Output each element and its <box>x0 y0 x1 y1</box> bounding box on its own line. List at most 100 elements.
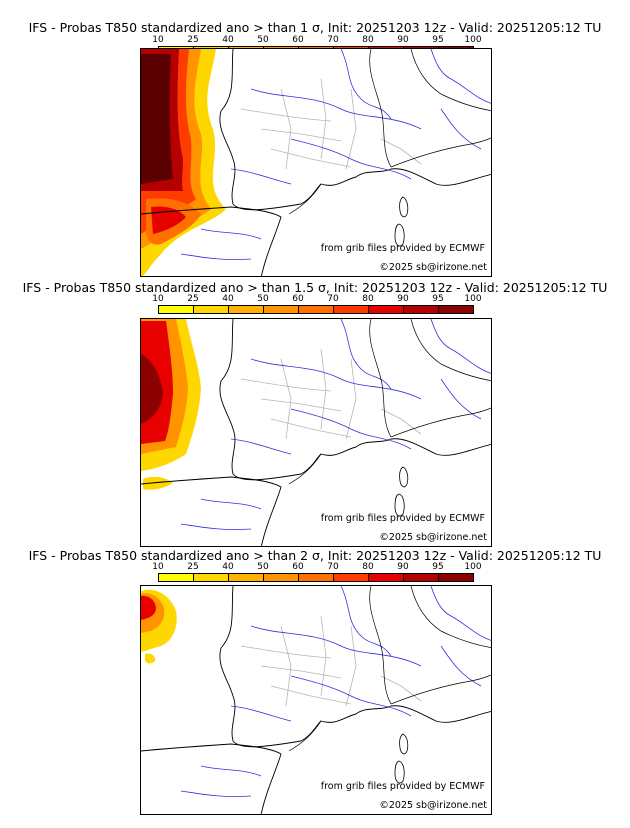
scale-swatch <box>194 306 229 313</box>
country-border <box>288 720 322 752</box>
regional-boundary <box>345 625 357 707</box>
corsica-outline <box>399 196 409 218</box>
scale-tick-label: 95 <box>432 294 444 304</box>
scale-tick-label: 90 <box>397 294 409 304</box>
credit-copyright: ©2025 sb@irizone.net <box>379 262 487 273</box>
river-line <box>180 790 252 797</box>
regional-boundary <box>270 418 352 438</box>
scale-tick-label: 80 <box>362 294 374 304</box>
scale-tick-label: 40 <box>222 562 234 572</box>
sardinia-outline <box>394 493 405 517</box>
scale-tick-label: 10 <box>152 294 164 304</box>
river-line <box>440 645 482 687</box>
country-border <box>390 407 491 438</box>
country-border <box>288 183 322 215</box>
river-line <box>290 408 412 450</box>
credit-source: from grib files provided by ECMWF <box>320 243 485 254</box>
country-border <box>390 674 491 705</box>
regional-boundary <box>380 408 422 435</box>
river-line <box>230 705 292 722</box>
coastline <box>219 49 491 211</box>
river-line <box>340 49 392 120</box>
probability-shading <box>141 595 156 620</box>
river-line <box>200 498 262 510</box>
scale-swatch <box>159 574 194 581</box>
panel-title: IFS - Probas T850 standardized ano > tha… <box>28 20 602 35</box>
scale-tick-label: 100 <box>464 294 482 304</box>
regional-boundary <box>345 358 357 440</box>
panel-title: IFS - Probas T850 standardized ano > tha… <box>22 280 608 295</box>
scale-tick-label: 40 <box>222 294 234 304</box>
river-line <box>430 319 491 374</box>
river-line <box>440 108 482 150</box>
country-border <box>369 49 392 168</box>
regional-boundary <box>260 665 342 679</box>
river-line <box>230 168 292 185</box>
river-line <box>200 228 262 240</box>
regional-boundary <box>380 675 422 702</box>
river-line <box>440 378 482 420</box>
river-line <box>430 586 491 641</box>
country-border <box>369 319 392 438</box>
scale-tick-label: 50 <box>257 294 269 304</box>
color-scale-bar <box>158 573 474 582</box>
scale-tick-label: 70 <box>327 562 339 572</box>
river-line <box>230 438 292 455</box>
color-scale-labels: 10 25 40 50 60 70 80 90 95 100 <box>152 294 481 304</box>
scale-swatch <box>439 306 473 313</box>
scale-swatch <box>264 306 299 313</box>
regional-boundary <box>240 378 332 392</box>
scale-swatch <box>264 574 299 581</box>
river-line <box>430 49 491 104</box>
color-scale-labels: 10 25 40 50 60 70 80 90 95 100 <box>152 35 481 45</box>
river-line <box>250 88 422 130</box>
scale-tick-label: 70 <box>327 35 339 45</box>
coastline <box>141 743 282 814</box>
regional-boundary <box>280 358 292 440</box>
country-border <box>369 586 392 705</box>
scale-tick-label: 95 <box>432 35 444 45</box>
scale-swatch <box>229 574 264 581</box>
river-line <box>180 253 252 260</box>
scale-tick-label: 25 <box>187 35 199 45</box>
panel-title: IFS - Probas T850 standardized ano > tha… <box>28 548 602 563</box>
river-line <box>340 319 392 390</box>
scale-swatch <box>229 306 264 313</box>
sardinia-outline <box>394 223 405 247</box>
map-panel-2: IFS - Probas T850 standardized ano > tha… <box>0 270 630 547</box>
probability-shading <box>141 354 163 424</box>
scale-tick-label: 100 <box>464 562 482 572</box>
river-line <box>180 523 252 530</box>
scale-swatch <box>334 306 369 313</box>
regional-boundary <box>280 625 292 707</box>
credit-copyright: ©2025 sb@irizone.net <box>379 800 487 811</box>
map-drawing <box>141 586 491 814</box>
sardinia-outline <box>394 760 405 784</box>
regional-boundary <box>345 88 357 170</box>
scale-tick-label: 50 <box>257 35 269 45</box>
scale-tick-label: 50 <box>257 562 269 572</box>
scale-tick-label: 60 <box>292 562 304 572</box>
scale-tick-label: 60 <box>292 294 304 304</box>
scale-tick-label: 95 <box>432 562 444 572</box>
regional-boundary <box>270 148 352 168</box>
country-border <box>410 586 491 648</box>
coastline <box>219 319 491 481</box>
scale-tick-label: 60 <box>292 35 304 45</box>
map-area: from grib files provided by ECMWF ©2025 … <box>140 48 492 277</box>
scale-tick-label: 90 <box>397 35 409 45</box>
scale-tick-label: 80 <box>362 562 374 572</box>
river-line <box>200 765 262 777</box>
map-panel-1: IFS - Probas T850 standardized ano > tha… <box>0 0 630 277</box>
probability-shading <box>143 476 173 490</box>
coastline <box>219 586 491 748</box>
map-panel-3: IFS - Probas T850 standardized ano > tha… <box>0 540 630 815</box>
map-area: from grib files provided by ECMWF ©2025 … <box>140 318 492 547</box>
map-area: from grib files provided by ECMWF ©2025 … <box>140 585 492 815</box>
regional-boundary <box>320 78 327 160</box>
regional-boundary <box>260 128 342 142</box>
credit-copyright: ©2025 sb@irizone.net <box>379 532 487 543</box>
river-line <box>340 586 392 657</box>
scale-tick-label: 90 <box>397 562 409 572</box>
scale-swatch <box>404 574 439 581</box>
